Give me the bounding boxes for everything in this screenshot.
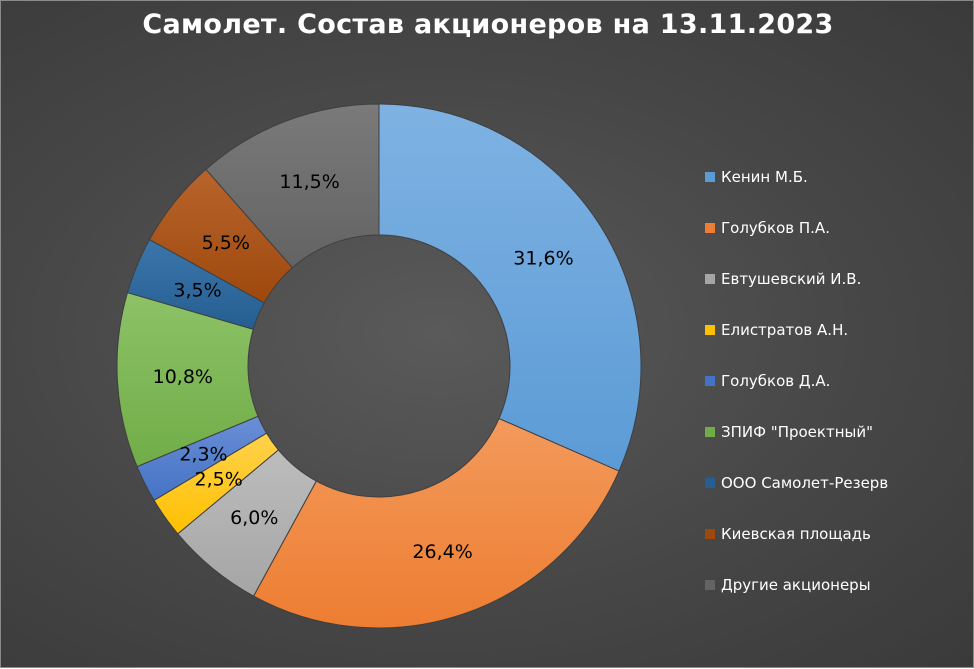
legend-item: Елистратов А.Н. bbox=[705, 304, 965, 355]
donut-data-labels: 31,6% 26,4% 6,0% 2,5% 2,3% 10,8% 3,5% 5,5% 11,5% bbox=[153, 171, 574, 563]
legend-item: Голубков П.А. bbox=[705, 202, 965, 253]
legend-item: Голубков Д.А. bbox=[705, 355, 965, 406]
data-label-4: 2,3% bbox=[179, 443, 227, 465]
data-label-6: 3,5% bbox=[173, 280, 221, 302]
legend-swatch bbox=[705, 375, 715, 386]
legend-swatch bbox=[705, 477, 715, 488]
legend-swatch bbox=[705, 528, 715, 539]
data-label-5: 10,8% bbox=[153, 366, 213, 388]
legend-label: Евтушевский И.В. bbox=[721, 269, 862, 288]
donut-slice-1 bbox=[252, 417, 620, 629]
legend-item: ООО Самолет-Резерв bbox=[705, 457, 965, 508]
legend-label: Голубков П.А. bbox=[721, 218, 830, 237]
legend-label: Елистратов А.Н. bbox=[721, 320, 849, 339]
legend-item: Другие акционеры bbox=[705, 559, 965, 610]
legend-item: ЗПИФ "Проектный" bbox=[705, 406, 965, 457]
data-label-2: 6,0% bbox=[230, 507, 278, 529]
legend-label: Голубков Д.А. bbox=[721, 371, 831, 390]
legend-label: Другие акционеры bbox=[721, 575, 871, 594]
legend: Кенин М.Б. Голубков П.А. Евтушевский И.В. Е… bbox=[705, 151, 965, 610]
legend-swatch bbox=[705, 171, 715, 182]
legend-label: Кенин М.Б. bbox=[721, 167, 808, 186]
legend-label: ЗПИФ "Проектный" bbox=[721, 422, 873, 441]
legend-item: Евтушевский И.В. bbox=[705, 253, 965, 304]
data-label-1: 26,4% bbox=[412, 541, 472, 563]
data-label-3: 2,5% bbox=[195, 469, 243, 491]
data-label-7: 5,5% bbox=[202, 232, 250, 254]
legend-swatch bbox=[705, 579, 715, 590]
legend-item: Кенин М.Б. bbox=[705, 151, 965, 202]
data-label-8: 11,5% bbox=[279, 171, 339, 193]
donut-slice-0 bbox=[378, 103, 642, 472]
legend-swatch bbox=[705, 426, 715, 437]
legend-swatch bbox=[705, 273, 715, 284]
legend-label: Киевская площадь bbox=[721, 524, 871, 543]
legend-swatch bbox=[705, 324, 715, 335]
legend-item: Киевская площадь bbox=[705, 508, 965, 559]
legend-swatch bbox=[705, 222, 715, 233]
donut-slice-8 bbox=[205, 103, 380, 269]
legend-label: ООО Самолет-Резерв bbox=[721, 473, 889, 492]
donut-slices bbox=[116, 103, 642, 629]
chart-title: Самолет. Состав акционеров на 13.11.2023 bbox=[142, 9, 834, 40]
data-label-0: 31,6% bbox=[513, 247, 573, 269]
